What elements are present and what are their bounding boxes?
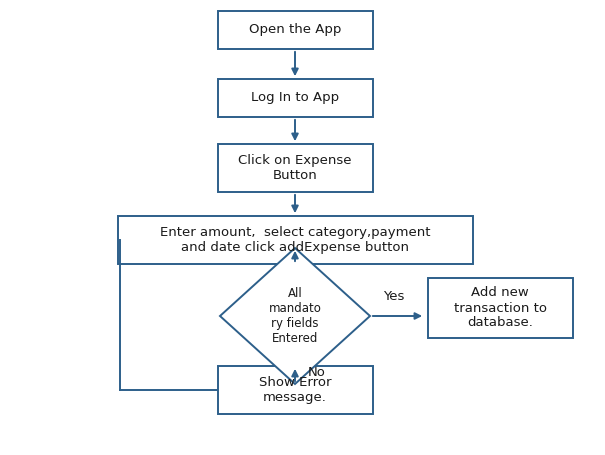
Text: Open the App: Open the App — [249, 24, 341, 36]
Polygon shape — [220, 248, 370, 384]
Text: Enter amount,  select category,payment
and date click addExpense button: Enter amount, select category,payment an… — [160, 226, 430, 254]
FancyBboxPatch shape — [218, 79, 373, 117]
FancyBboxPatch shape — [218, 11, 373, 49]
FancyBboxPatch shape — [117, 216, 473, 264]
Text: Log In to App: Log In to App — [251, 91, 339, 105]
Text: All
mandato
ry fields
Entered: All mandato ry fields Entered — [269, 287, 321, 345]
Text: Add new
transaction to
database.: Add new transaction to database. — [454, 287, 546, 329]
Text: Yes: Yes — [383, 289, 404, 303]
Text: No: No — [308, 365, 326, 379]
Text: Show Error
message.: Show Error message. — [259, 376, 332, 404]
FancyBboxPatch shape — [218, 144, 373, 192]
FancyBboxPatch shape — [428, 278, 572, 338]
FancyBboxPatch shape — [218, 366, 373, 414]
Text: Click on Expense
Button: Click on Expense Button — [238, 154, 352, 182]
